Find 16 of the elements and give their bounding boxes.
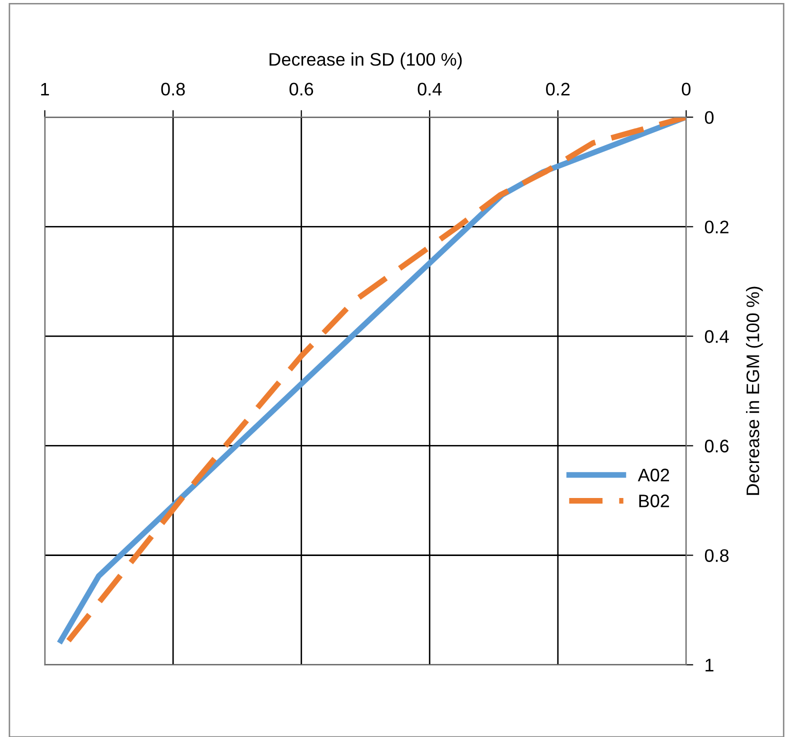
- x-tick-label: 0.6: [290, 82, 314, 96]
- x-tick-label: 0: [682, 82, 690, 96]
- x-tick-label: 1: [41, 82, 49, 96]
- y-tick-label: 1: [706, 658, 714, 672]
- legend-label: A02: [638, 468, 670, 482]
- x-tick-label: 0.2: [546, 82, 570, 96]
- y-tick-label: 0.6: [704, 440, 729, 452]
- y-tick-label: 0.4: [704, 330, 729, 343]
- y-tick-label: 0.2: [704, 220, 728, 234]
- y-tick-label: 0.8: [704, 549, 729, 562]
- legend-label: B02: [639, 494, 670, 508]
- x-tick-label: 0.8: [161, 82, 185, 96]
- x-axis-title: Decrease in SD (100 %): [270, 52, 462, 70]
- y-tick-label: 0: [704, 111, 714, 124]
- x-tick-label: 0.4: [418, 82, 442, 96]
- y-axis-title: Decrease in EGM (100 %): [746, 286, 763, 495]
